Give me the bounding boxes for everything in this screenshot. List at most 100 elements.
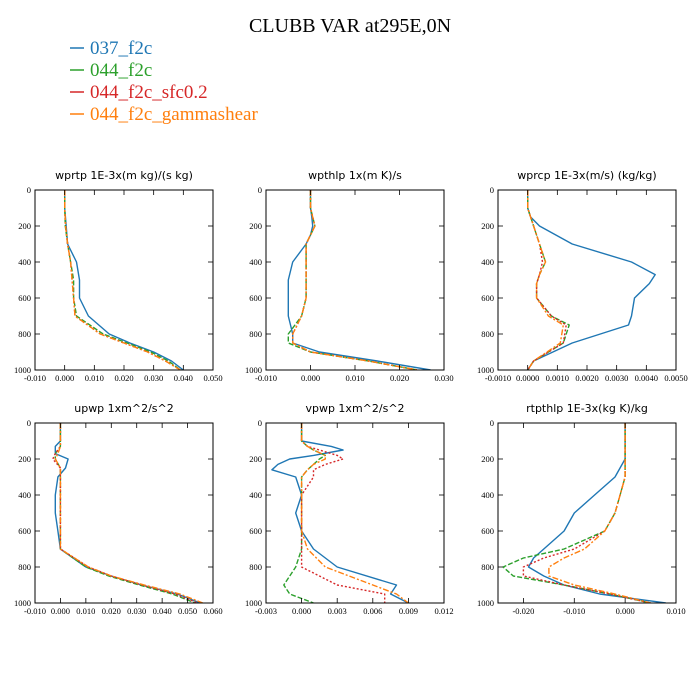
x-tick-label: 0.010 [345, 373, 364, 383]
series-line-1 [283, 423, 326, 603]
series-group [502, 423, 666, 603]
x-tick-label: -0.0010 [485, 373, 511, 383]
x-tick-label: 0.006 [363, 606, 382, 616]
x-tick-label: 0.010 [666, 606, 685, 616]
panel-title: upwp 1xm^2/s^2 [74, 402, 174, 415]
x-tick-label: 0.050 [178, 606, 197, 616]
x-tick-label: 0.020 [390, 373, 409, 383]
x-tick-label: -0.010 [24, 606, 46, 616]
x-tick-label: 0.0040 [635, 373, 658, 383]
series-line-2 [300, 423, 386, 603]
y-tick-label: 400 [249, 490, 262, 500]
series-line-3 [548, 423, 651, 603]
series-group [287, 190, 431, 370]
y-tick-label: 800 [481, 562, 494, 572]
legend-label-1: 044_f2c [90, 60, 152, 81]
panel-grid: wprtp 1E-3x(m kg)/(s kg) -0.010 0.000 0.010… [14, 169, 688, 616]
x-tick-label: 0.000 [51, 606, 70, 616]
x-tick-label: 0.050 [203, 373, 222, 383]
legend-label-3: 044_f2c_gammashear [90, 104, 258, 125]
y-tick-label: 800 [249, 329, 262, 339]
series-line-3 [527, 190, 564, 370]
series-group [63, 190, 184, 370]
panel-4: vpwp 1xm^2/s^2 -0.003 0.000 0.003 0.006 0.009… [245, 402, 454, 616]
plot-frame [497, 422, 677, 604]
figure-title: CLUBB VAR at295E,0N [249, 15, 451, 37]
x-tick-label: 0.0020 [575, 373, 598, 383]
x-tick-label: 0.010 [76, 606, 95, 616]
series-line-0 [271, 423, 409, 603]
x-tick-label: 0.003 [328, 606, 347, 616]
x-tick-label: 0.020 [114, 373, 133, 383]
x-tick-label: -0.010 [24, 373, 46, 383]
x-tick-label: 0.0030 [605, 373, 628, 383]
series-line-1 [287, 190, 418, 370]
y-tick-label: 200 [249, 454, 262, 464]
y-tick-label: 0 [27, 185, 31, 195]
y-tick-label: 1000 [14, 598, 31, 608]
y-tick-label: 200 [18, 221, 31, 231]
y-tick-label: 400 [18, 490, 31, 500]
series-line-2 [52, 423, 198, 603]
series-group [52, 423, 204, 603]
y-tick-label: 600 [249, 526, 262, 536]
x-tick-label: 0.040 [174, 373, 193, 383]
y-tick-label: 0 [27, 418, 31, 428]
legend-label-0: 037_f2c [90, 38, 152, 59]
panel-2: wprcp 1E-3x(m/s) (kg/kg) -0.0010 0.0000 0.0… [477, 169, 688, 383]
panel-1: wpthlp 1x(m K)/s -0.010 0.000 0.010 0.020 0.0… [245, 169, 454, 383]
plot-frame [34, 422, 214, 604]
y-tick-label: 200 [249, 221, 262, 231]
y-tick-label: 200 [18, 454, 31, 464]
y-tick-label: 1000 [477, 365, 494, 375]
y-tick-label: 600 [18, 526, 31, 536]
series-line-0 [287, 190, 431, 370]
y-tick-label: 0 [490, 185, 494, 195]
series-line-3 [292, 190, 418, 370]
y-tick-label: 200 [481, 454, 494, 464]
x-tick-label: 0.000 [292, 606, 311, 616]
series-line-1 [527, 190, 570, 370]
y-tick-label: 1000 [14, 365, 31, 375]
x-tick-label: 0.0000 [516, 373, 539, 383]
x-tick-label: 0.010 [85, 373, 104, 383]
x-tick-label: 0.000 [616, 606, 635, 616]
y-tick-label: 1000 [245, 365, 262, 375]
x-tick-label: 0.060 [203, 606, 222, 616]
x-tick-label: 0.030 [434, 373, 453, 383]
y-tick-label: 0 [490, 418, 494, 428]
y-tick-label: 0 [258, 418, 262, 428]
y-tick-label: 400 [249, 257, 262, 267]
x-tick-label: -0.010 [563, 606, 585, 616]
series-line-0 [527, 190, 656, 370]
x-tick-label: 0.009 [399, 606, 418, 616]
y-tick-label: 600 [481, 526, 494, 536]
x-tick-label: 0.000 [301, 373, 320, 383]
legend: 037_f2c 044_f2c 044_f2c_sfc0.2 044_f2c_g… [70, 38, 258, 125]
y-tick-label: 1000 [477, 598, 494, 608]
y-tick-label: 400 [481, 490, 494, 500]
y-tick-label: 1000 [245, 598, 262, 608]
panel-title: wprcp 1E-3x(m/s) (kg/kg) [517, 169, 656, 182]
series-line-0 [527, 423, 666, 603]
y-tick-label: 800 [481, 329, 494, 339]
x-tick-label: 0.0050 [664, 373, 687, 383]
panel-title: rtpthlp 1E-3x(kg K)/kg [526, 402, 648, 415]
x-tick-label: -0.020 [512, 606, 534, 616]
y-tick-label: 800 [18, 562, 31, 572]
x-tick-label: 0.000 [55, 373, 74, 383]
x-tick-label: 0.020 [102, 606, 121, 616]
series-line-3 [63, 190, 181, 370]
panel-3: upwp 1xm^2/s^2 -0.010 0.000 0.010 0.020 0.030… [14, 402, 223, 616]
panel-title: wprtp 1E-3x(m kg)/(s kg) [55, 169, 193, 182]
panel-title: wpthlp 1x(m K)/s [308, 169, 402, 182]
x-tick-label: 0.012 [434, 606, 453, 616]
legend-label-2: 044_f2c_sfc0.2 [90, 82, 208, 103]
x-tick-label: 0.030 [127, 606, 146, 616]
x-tick-label: -0.003 [255, 606, 277, 616]
series-line-3 [300, 423, 409, 603]
panel-5: rtpthlp 1E-3x(kg K)/kg -0.020 -0.010 0.000 0… [477, 402, 686, 616]
series-line-0 [54, 423, 201, 603]
x-tick-label: -0.010 [255, 373, 277, 383]
y-tick-label: 800 [249, 562, 262, 572]
